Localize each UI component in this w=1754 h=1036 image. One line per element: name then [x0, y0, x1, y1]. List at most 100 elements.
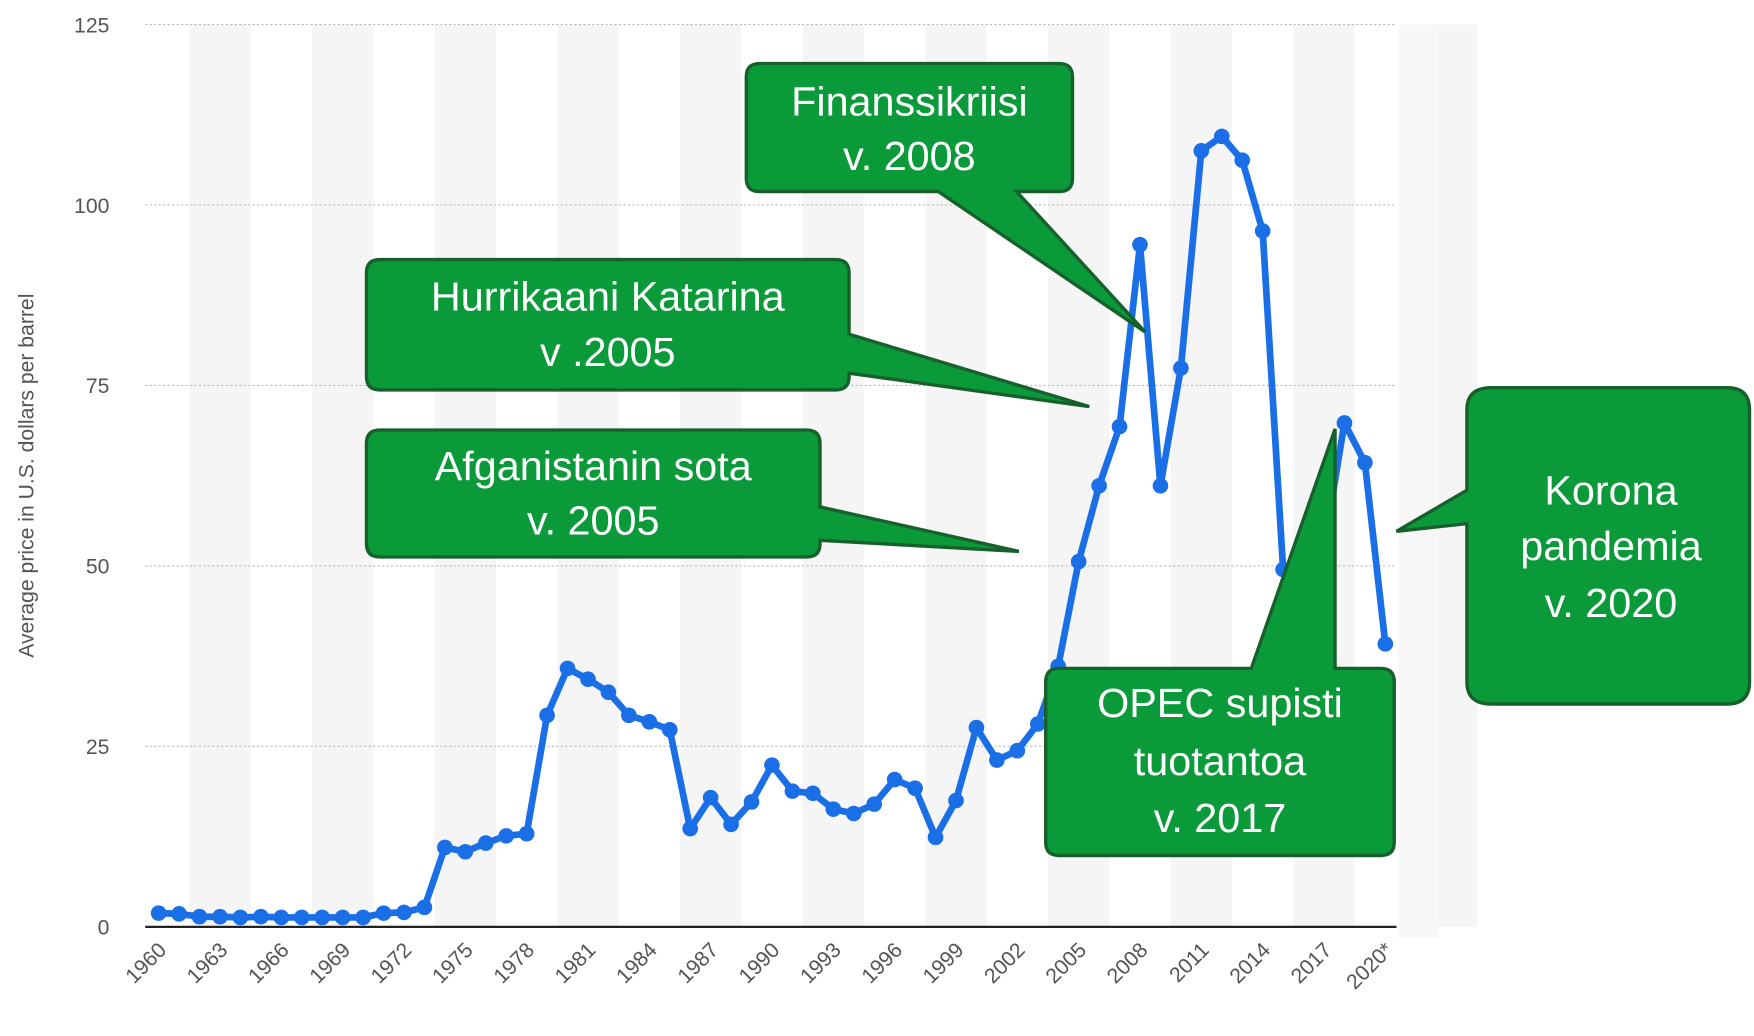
data-point — [1132, 236, 1148, 253]
data-point — [1377, 636, 1394, 652]
x-tick-label: 2014 — [1225, 938, 1275, 988]
x-tick-label: 2011 — [1165, 939, 1214, 987]
data-point — [600, 684, 617, 701]
callout-text: v .2005 — [540, 329, 676, 375]
data-point — [784, 783, 801, 799]
x-tick-label: 1969 — [305, 939, 355, 989]
data-point — [702, 789, 719, 806]
data-point — [1009, 742, 1026, 759]
band — [189, 24, 251, 927]
data-point — [273, 909, 290, 926]
x-tick-label: 2002 — [980, 939, 1030, 989]
band — [311, 24, 374, 927]
data-point — [1213, 128, 1230, 145]
data-point — [743, 794, 760, 810]
data-point — [396, 904, 412, 921]
callout-text: Hurrikaani Katarina — [431, 274, 785, 320]
x-tick-label: 1999 — [919, 939, 969, 989]
data-point — [212, 908, 228, 925]
y-tick-label: 50 — [86, 556, 110, 579]
data-point — [539, 707, 555, 724]
data-point — [477, 835, 494, 851]
data-point — [989, 752, 1005, 768]
data-point — [314, 909, 331, 926]
data-point — [559, 660, 576, 677]
right-shade — [1398, 24, 1439, 938]
data-point — [1357, 454, 1373, 471]
x-tick-label: 2008 — [1103, 939, 1153, 989]
y-tick-label: 25 — [86, 736, 110, 759]
data-point — [866, 796, 883, 812]
data-point — [1152, 477, 1169, 494]
callout — [1395, 385, 1752, 706]
x-tick-label: 1960 — [121, 939, 171, 989]
data-point — [498, 828, 515, 844]
x-tick-label: 1966 — [244, 939, 294, 989]
data-point — [845, 805, 862, 822]
callout-text: Afganistanin sota — [435, 443, 752, 489]
data-point — [457, 843, 474, 860]
x-tick-label: 2020* — [1342, 939, 1398, 994]
data-point — [1091, 477, 1107, 494]
data-point — [1173, 360, 1189, 376]
data-point — [825, 801, 842, 817]
callouts: Finanssikriisi v. 2008 Hurrikaani Katari… — [364, 61, 1752, 858]
data-point — [927, 829, 944, 846]
callout-text: v. 2020 — [1545, 580, 1678, 626]
x-tick-label: 1987 — [673, 939, 723, 989]
callout-text: v. 2008 — [843, 133, 976, 179]
callout-text: Korona — [1544, 467, 1677, 513]
data-point — [416, 899, 433, 916]
y-tick-label: 75 — [86, 375, 110, 398]
data-point — [1234, 152, 1251, 169]
data-point — [1111, 418, 1128, 435]
data-point — [907, 780, 923, 797]
data-point — [518, 825, 535, 842]
callout — [1044, 428, 1396, 858]
data-point — [1254, 223, 1271, 239]
y-tick-label: 125 — [74, 14, 109, 37]
data-point — [948, 792, 964, 809]
callout-text: pandemia — [1520, 523, 1702, 569]
x-tick-label: 1984 — [612, 938, 662, 988]
data-point — [232, 909, 249, 926]
data-point — [437, 839, 453, 856]
data-point — [293, 909, 310, 926]
x-tick-label: 1963 — [183, 939, 233, 989]
x-tick-label: 1996 — [857, 939, 907, 989]
x-tick-label: 1981 — [551, 939, 601, 989]
data-point — [764, 757, 780, 773]
data-point — [641, 714, 658, 730]
x-tick-label: 1990 — [735, 939, 785, 989]
data-point — [621, 707, 637, 724]
data-point — [723, 816, 739, 833]
data-point — [334, 909, 351, 926]
plot — [150, 128, 1394, 926]
x-tick-label: 2017 — [1287, 939, 1337, 989]
data-point — [1193, 143, 1210, 159]
data-point — [682, 820, 699, 837]
callout-text: Finanssikriisi — [791, 79, 1028, 125]
callout-text: v. 2017 — [1154, 795, 1287, 841]
data-point — [1070, 553, 1087, 570]
x-tick-label: 1978 — [489, 939, 539, 989]
data-point — [375, 905, 392, 921]
data-point — [253, 908, 269, 925]
data-point — [1336, 415, 1353, 431]
callout-text: OPEC supisti — [1097, 680, 1343, 726]
data-point — [886, 771, 903, 788]
callout — [364, 428, 1020, 559]
callout-text: tuotantoa — [1134, 738, 1306, 784]
y-axis-label: Average price in U.S. dollars per barrel — [15, 294, 38, 658]
y-tick-label: 100 — [74, 195, 109, 218]
data-point — [355, 909, 371, 926]
data-point — [805, 785, 821, 802]
x-tick-label: 1993 — [796, 939, 846, 989]
data-point — [191, 908, 208, 925]
callout-text: v. 2005 — [527, 498, 660, 544]
data-point — [968, 719, 985, 736]
callout — [744, 61, 1147, 334]
x-tick-label: 2005 — [1041, 939, 1091, 989]
